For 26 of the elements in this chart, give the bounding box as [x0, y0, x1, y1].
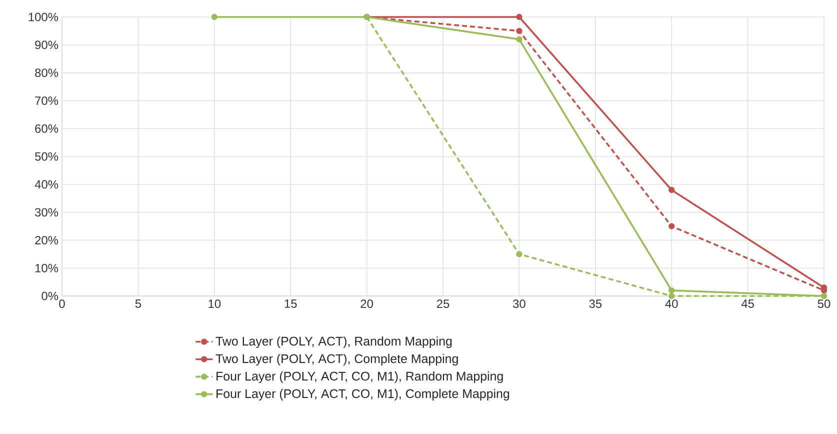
legend-label: Four Layer (POLY, ACT, CO, M1), Random Mapping: [216, 371, 503, 384]
x-tick-label: 10: [208, 300, 221, 308]
x-tick-label: 15: [284, 300, 297, 308]
y-tick-label: 40%: [34, 180, 58, 189]
y-tick-label: 30%: [35, 208, 58, 217]
x-tick-label: 35: [589, 300, 602, 308]
y-tick-label: 100%: [28, 12, 58, 22]
y-tick-label: 80%: [35, 68, 58, 78]
y-tick-label: 90%: [35, 40, 58, 50]
legend-label: Two Layer (POLY, ACT), Complete Mapping: [216, 354, 458, 366]
y-tick-label: 0%: [42, 292, 58, 300]
x-tick-label: 5: [135, 300, 142, 308]
legend-label: Two Layer (POLY, ACT), Random Mapping: [216, 336, 452, 348]
x-tick-label: 25: [436, 300, 450, 308]
y-tick-label: 20%: [35, 236, 58, 244]
x-tick-label: 30: [513, 300, 526, 308]
y-tick-label: 10%: [35, 264, 58, 272]
x-tick-label: 45: [741, 300, 754, 308]
x-tick-label: 0: [59, 300, 65, 308]
legend-label: Four Layer (POLY, ACT, CO, M1), Complete Mapping: [216, 388, 510, 401]
y-tick-label: 60%: [35, 124, 58, 133]
y-tick-label: 70%: [35, 96, 58, 105]
y-tick-label: 50%: [35, 152, 58, 161]
x-tick-label: 50: [818, 300, 830, 308]
x-tick-label: 40: [665, 300, 678, 308]
x-tick-label: 20: [360, 300, 373, 308]
